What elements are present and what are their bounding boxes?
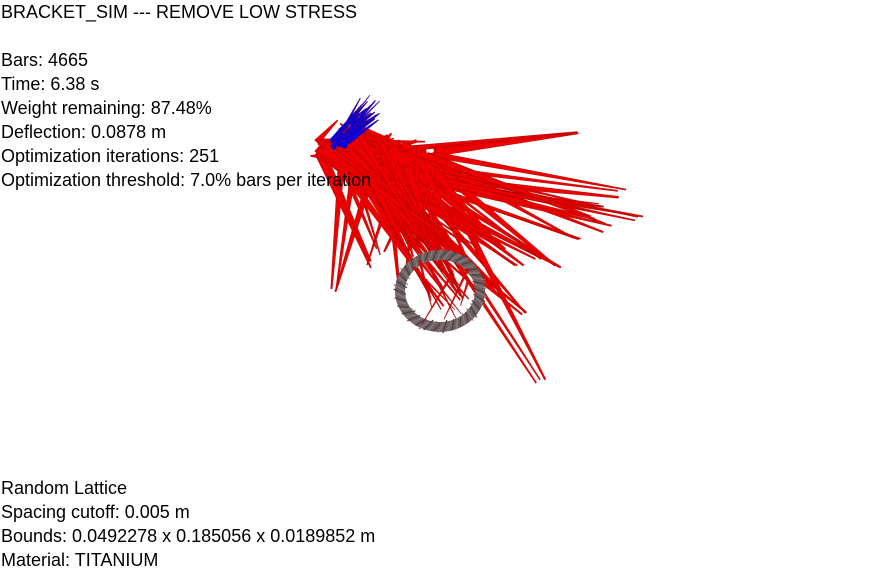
ring-strut	[453, 255, 466, 264]
ring-strut	[393, 288, 407, 295]
low-stress-bar	[339, 109, 360, 149]
ring-strut	[418, 321, 429, 330]
ring-strut	[471, 299, 481, 310]
spacing-cutoff: Spacing cutoff: 0.005 m	[1, 502, 190, 522]
deflection: Deflection: 0.0878 m	[1, 122, 167, 142]
high-stress-bars	[310, 119, 644, 384]
ring-strut	[397, 276, 409, 286]
ring-strut	[476, 290, 487, 298]
ring-strut	[458, 257, 470, 264]
bounds: Bounds: 0.0492278 x 0.185056 x 0.0189852…	[1, 526, 376, 546]
stress-bar	[432, 151, 627, 191]
ring-strut	[407, 262, 413, 273]
ring-strut	[410, 259, 414, 270]
stress-bar	[367, 175, 412, 258]
ring-strut	[450, 253, 461, 261]
window-title: BRACKET_SIM --- REMOVE LOW STRESS	[1, 2, 358, 22]
ring-strut	[439, 250, 448, 260]
ring-strut	[428, 250, 434, 261]
low-stress-bar	[328, 104, 363, 143]
ring-strut	[437, 322, 445, 333]
stress-bar	[418, 260, 433, 308]
stress-bar	[379, 142, 455, 276]
ring-strut	[466, 308, 474, 321]
ring-strut	[424, 252, 429, 262]
stress-bar	[314, 119, 339, 145]
ring-strut	[462, 264, 476, 269]
ring-strut	[411, 317, 423, 324]
ring-strut	[473, 293, 486, 303]
optimization-iterations: Optimization iterations: 251	[1, 146, 220, 166]
ring-strut	[401, 310, 416, 315]
ring-strut	[446, 321, 452, 331]
ring-strut	[473, 287, 485, 294]
ring-strut	[465, 311, 469, 322]
ring-strut	[443, 249, 453, 260]
ring-strut	[397, 271, 407, 282]
ring-strut	[400, 267, 411, 280]
ring-strut	[394, 297, 407, 302]
ring-strut	[393, 284, 406, 292]
ring-strut	[442, 319, 448, 334]
ring-strut	[472, 280, 486, 285]
ring-strut	[397, 300, 407, 305]
ring-strut	[435, 248, 443, 262]
stress-bar	[433, 132, 579, 157]
ring-strut	[475, 297, 485, 307]
ring-strut	[404, 265, 411, 276]
ring-strut	[471, 273, 484, 277]
bars-count: Bars: 4665	[1, 50, 89, 70]
lattice-type: Random Lattice	[1, 478, 128, 498]
stress-bar	[420, 158, 504, 250]
ring-strut	[451, 318, 455, 331]
ring-strut	[473, 277, 486, 281]
ring-strut	[428, 320, 437, 331]
sim-time: Time: 6.38 s	[1, 74, 100, 94]
ring-strut	[466, 272, 480, 275]
ring-strut	[432, 249, 438, 261]
ring-strut	[423, 319, 434, 331]
ring-strut	[395, 292, 406, 299]
low-stress-bar	[334, 112, 371, 145]
ring-strut	[404, 314, 417, 318]
ring-strut	[446, 251, 457, 263]
ring-strut	[469, 302, 479, 314]
mount-ring	[393, 248, 487, 334]
optimization-threshold: Optimization threshold: 7.0% bars per it…	[1, 170, 372, 190]
ring-strut	[414, 256, 418, 269]
ring-strut	[400, 308, 413, 311]
stress-bar	[409, 146, 592, 218]
ring-strut	[455, 317, 458, 330]
ring-strut	[432, 323, 441, 332]
stress-bar	[460, 279, 470, 306]
ring-strut	[407, 314, 421, 322]
ring-strut	[474, 283, 487, 290]
low-stress-bars	[328, 94, 381, 151]
ring-strut	[396, 280, 408, 289]
ring-strut	[397, 305, 409, 309]
material: Material: TITANIUM	[1, 550, 159, 570]
ring-strut	[461, 312, 466, 326]
ring-strut	[470, 306, 478, 318]
stress-bar	[431, 272, 457, 319]
ring-strut	[461, 260, 474, 266]
weight-remaining: Weight remaining: 87.48%	[1, 98, 212, 118]
